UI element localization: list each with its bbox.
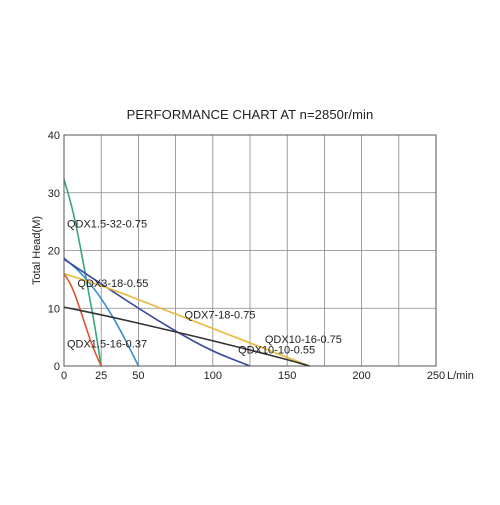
y-tick-label: 10 (48, 303, 60, 315)
series-line-0 (63, 179, 102, 367)
y-tick-label: 30 (48, 188, 60, 200)
curve-label-1: QDX3-18-0.55 (77, 278, 148, 290)
series-line-5 (63, 306, 311, 367)
series-line-2 (63, 273, 102, 367)
series-line-4 (63, 272, 311, 367)
x-tick-label: 0 (61, 370, 67, 382)
x-tick-label: 50 (132, 370, 144, 382)
series-line-3 (63, 258, 251, 367)
y-tick-label: 0 (54, 361, 60, 373)
x-tick-label: 25 (95, 370, 107, 382)
curve-label-0: QDX1.5-32-0.75 (67, 218, 147, 230)
curve-label-3: QDX10-16-0.75 (265, 334, 342, 346)
curve-label-5: QDX10-10-0.55 (238, 344, 315, 356)
label-layer: QDX1.5-32-0.75 QDX3-18-0.55 QDX7-18-0.75 QD… (67, 218, 342, 356)
curve-label-2: QDX7-18-0.75 (185, 310, 256, 322)
y-tick-label: 40 (48, 130, 60, 142)
axis-layer: 0 10 20 30 40 0 25 50 100 150 200 250 L/min Total Hea… (31, 130, 474, 382)
series-layer (63, 179, 311, 367)
x-tick-label: 150 (278, 370, 296, 382)
x-tick-label: 100 (204, 370, 222, 382)
plot-frame (63, 134, 437, 367)
chart-title: PERFORMANCE CHART AT n=2850r/min (126, 107, 374, 122)
curve-label-4: QDX1.5-16-0.37 (67, 339, 147, 351)
y-axis-label: Total Head(M) (31, 216, 43, 285)
y-tick-label: 20 (48, 246, 60, 258)
x-tick-label: 200 (352, 370, 370, 382)
grid-layer (64, 135, 436, 366)
x-tick-label: 250 (427, 370, 445, 382)
x-axis-label: L/min (447, 370, 474, 382)
